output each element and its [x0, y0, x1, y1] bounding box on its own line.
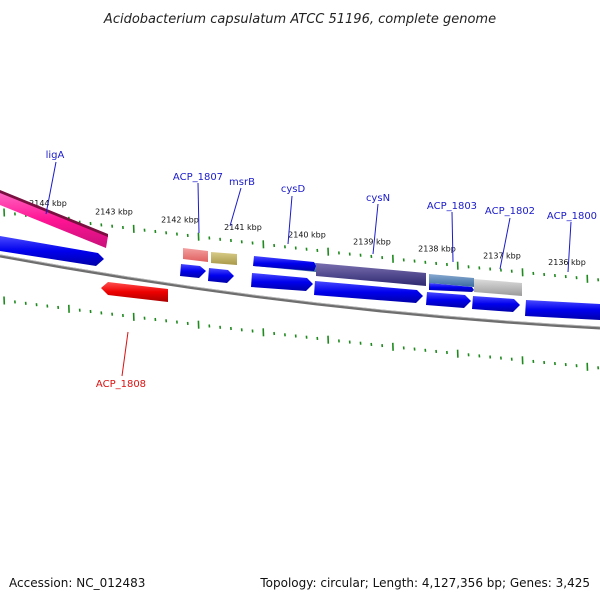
- leader-line: [499, 217, 511, 270]
- inner-tick-row: [3, 296, 600, 371]
- leader-line: [197, 182, 200, 234]
- cds-arrow: [472, 296, 520, 312]
- tick-label: 2141 kbp: [224, 223, 262, 232]
- feature-acp1803: [429, 274, 474, 287]
- tick-label: 2138 kbp: [418, 245, 456, 254]
- tick-label: 2142 kbp: [161, 216, 199, 225]
- leader-line: [121, 331, 129, 377]
- gene-label-acp1807: ACP_1807: [173, 172, 223, 183]
- genome-backbone-highlight: [0, 254, 600, 328]
- feature-cysN: [316, 263, 426, 286]
- feature-msrB: [211, 252, 237, 265]
- cds-arrow: [208, 268, 234, 283]
- feature-ligA: [0, 192, 108, 248]
- tick-label: 2137 kbp: [483, 251, 521, 260]
- cds-arrow: [429, 283, 474, 292]
- tick-label: 2139 kbp: [353, 238, 391, 247]
- gene-label-msrB: msrB: [229, 177, 255, 188]
- accession-text: Accession: NC_012483: [9, 576, 145, 590]
- map-title: Acidobacterium capsulatum ATCC 51196, co…: [103, 12, 496, 27]
- tick-label: 2136 kbp: [548, 258, 586, 267]
- cds-arrow: [253, 256, 316, 271]
- reverse-cds-track: [101, 282, 168, 302]
- leader-line: [45, 161, 57, 215]
- gene-label-cysD: cysD: [281, 184, 306, 195]
- leader-line: [567, 221, 572, 273]
- gene-labels: ligA ACP_1807 msrB cysD cysN ACP_1803 AC…: [45, 150, 597, 390]
- cds-arrow: [180, 264, 206, 278]
- leader-line: [229, 187, 242, 227]
- leader-line: [287, 195, 293, 245]
- leader-line: [372, 203, 379, 255]
- genome-backbone: [0, 254, 600, 330]
- gene-label-ligA: ligA: [46, 150, 65, 161]
- tick-label: 2140 kbp: [288, 230, 326, 239]
- gene-label-acp1800: ACP_1800: [547, 211, 597, 222]
- tick-label: 2143 kbp: [95, 208, 133, 217]
- gene-label-acp1803: ACP_1803: [427, 201, 477, 212]
- gene-label-acp1808: ACP_1808: [96, 379, 146, 390]
- gene-label-acp1802: ACP_1802: [485, 206, 535, 217]
- leader-line: [451, 211, 454, 263]
- feature-ligA-edge: [0, 190, 108, 237]
- feature-acp1807: [183, 248, 208, 262]
- cds-arrow: [251, 273, 313, 291]
- cds-arrow: [0, 236, 104, 266]
- cds-arrow: [314, 281, 423, 303]
- summary-text: Topology: circular; Length: 4,127,356 bp…: [259, 576, 590, 590]
- feature-acp1802: [474, 279, 522, 296]
- forward-cds-track: [0, 236, 600, 320]
- cds-arrow: [426, 292, 471, 308]
- gene-label-cysN: cysN: [366, 193, 390, 204]
- cds-arrow-reverse: [101, 282, 168, 302]
- cds-arrow: [525, 300, 600, 320]
